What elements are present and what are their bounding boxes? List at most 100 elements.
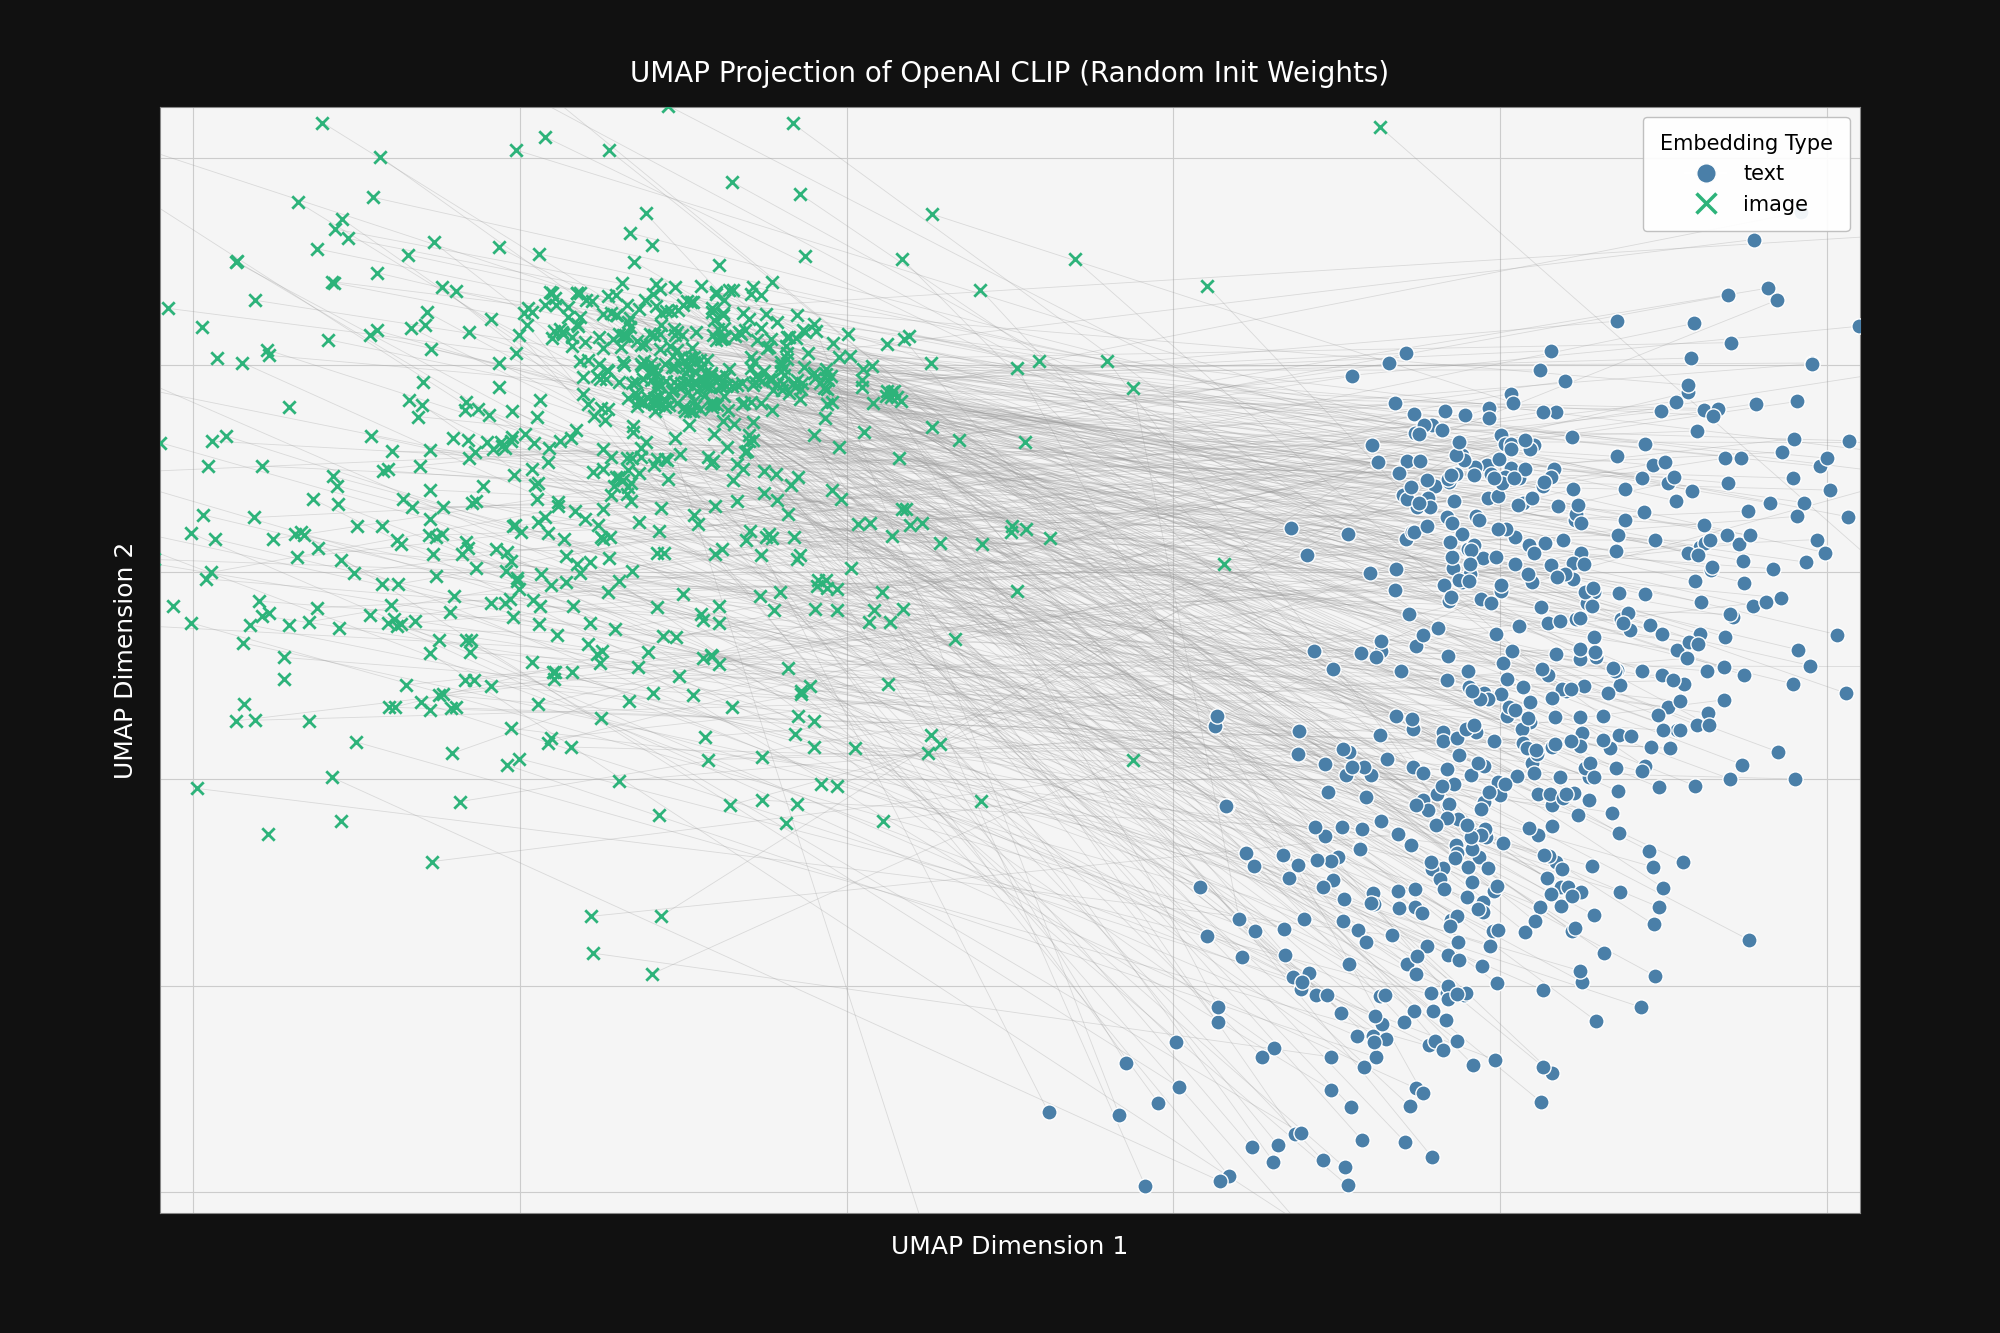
text xyxy=(1442,932,1474,953)
image xyxy=(612,388,644,409)
image xyxy=(404,692,436,713)
text xyxy=(1532,866,1564,888)
text xyxy=(1684,624,1716,645)
image xyxy=(708,317,740,339)
text xyxy=(1602,524,1634,545)
image xyxy=(418,232,450,253)
image xyxy=(144,432,176,453)
text xyxy=(1736,596,1768,617)
text xyxy=(1258,1037,1290,1058)
image xyxy=(650,449,682,471)
image xyxy=(252,345,284,367)
text xyxy=(1578,641,1610,663)
image xyxy=(736,375,768,396)
text xyxy=(1732,500,1764,521)
text xyxy=(1466,588,1498,609)
image xyxy=(756,272,788,293)
text xyxy=(1348,1057,1380,1078)
text xyxy=(1782,391,1814,412)
image xyxy=(694,644,726,665)
text xyxy=(1520,740,1552,761)
text xyxy=(1532,612,1564,633)
text xyxy=(1488,433,1520,455)
image xyxy=(538,320,570,341)
text xyxy=(1752,277,1784,299)
image xyxy=(616,448,648,469)
text xyxy=(1516,571,1548,592)
image xyxy=(616,372,648,393)
image xyxy=(544,431,576,452)
image xyxy=(532,523,564,544)
image xyxy=(188,504,220,525)
image xyxy=(426,277,458,299)
text xyxy=(1636,455,1668,476)
image xyxy=(552,296,584,317)
text xyxy=(1438,491,1470,512)
text xyxy=(1486,424,1518,445)
text xyxy=(1762,741,1794,762)
image xyxy=(534,575,566,596)
image xyxy=(706,539,738,560)
text xyxy=(1402,497,1434,519)
image xyxy=(426,496,458,517)
image xyxy=(696,451,728,472)
image xyxy=(366,573,398,595)
image xyxy=(858,393,890,415)
image xyxy=(454,641,486,663)
image xyxy=(738,276,770,297)
image xyxy=(322,493,354,515)
image xyxy=(496,551,528,572)
image xyxy=(766,355,798,376)
text xyxy=(1540,567,1572,588)
image xyxy=(1208,553,1240,575)
text xyxy=(1446,444,1478,465)
text xyxy=(1384,897,1416,918)
text xyxy=(1404,451,1436,472)
text xyxy=(1564,649,1596,670)
image xyxy=(664,347,696,368)
image xyxy=(496,431,528,452)
image xyxy=(638,392,670,413)
text xyxy=(1522,782,1554,804)
image xyxy=(584,327,616,348)
image xyxy=(410,301,442,323)
image xyxy=(616,472,648,493)
text xyxy=(1334,953,1366,974)
image xyxy=(362,320,394,341)
image xyxy=(522,472,554,493)
text xyxy=(1434,531,1466,552)
text xyxy=(1346,1129,1378,1150)
image xyxy=(916,416,948,437)
image xyxy=(610,325,642,347)
image xyxy=(538,661,570,682)
image xyxy=(804,373,836,395)
text xyxy=(1426,774,1458,796)
text xyxy=(1480,547,1512,568)
text xyxy=(1490,705,1522,726)
text xyxy=(1624,997,1656,1018)
image xyxy=(588,528,620,549)
image xyxy=(498,516,530,537)
text xyxy=(1534,340,1566,361)
text xyxy=(1308,753,1340,774)
image xyxy=(324,810,356,832)
image xyxy=(604,571,636,592)
image xyxy=(798,710,830,732)
image xyxy=(758,380,790,401)
text xyxy=(1558,782,1590,804)
text xyxy=(1688,400,1720,421)
image xyxy=(636,235,668,256)
text xyxy=(1412,516,1444,537)
image xyxy=(648,391,680,412)
text xyxy=(1500,553,1532,575)
image xyxy=(332,228,364,249)
text xyxy=(1518,762,1550,784)
image xyxy=(810,569,842,591)
image xyxy=(560,553,592,575)
image xyxy=(854,611,886,632)
text xyxy=(1478,730,1510,752)
image xyxy=(588,439,620,460)
text xyxy=(1642,705,1674,726)
image xyxy=(74,612,106,633)
image xyxy=(690,376,722,397)
